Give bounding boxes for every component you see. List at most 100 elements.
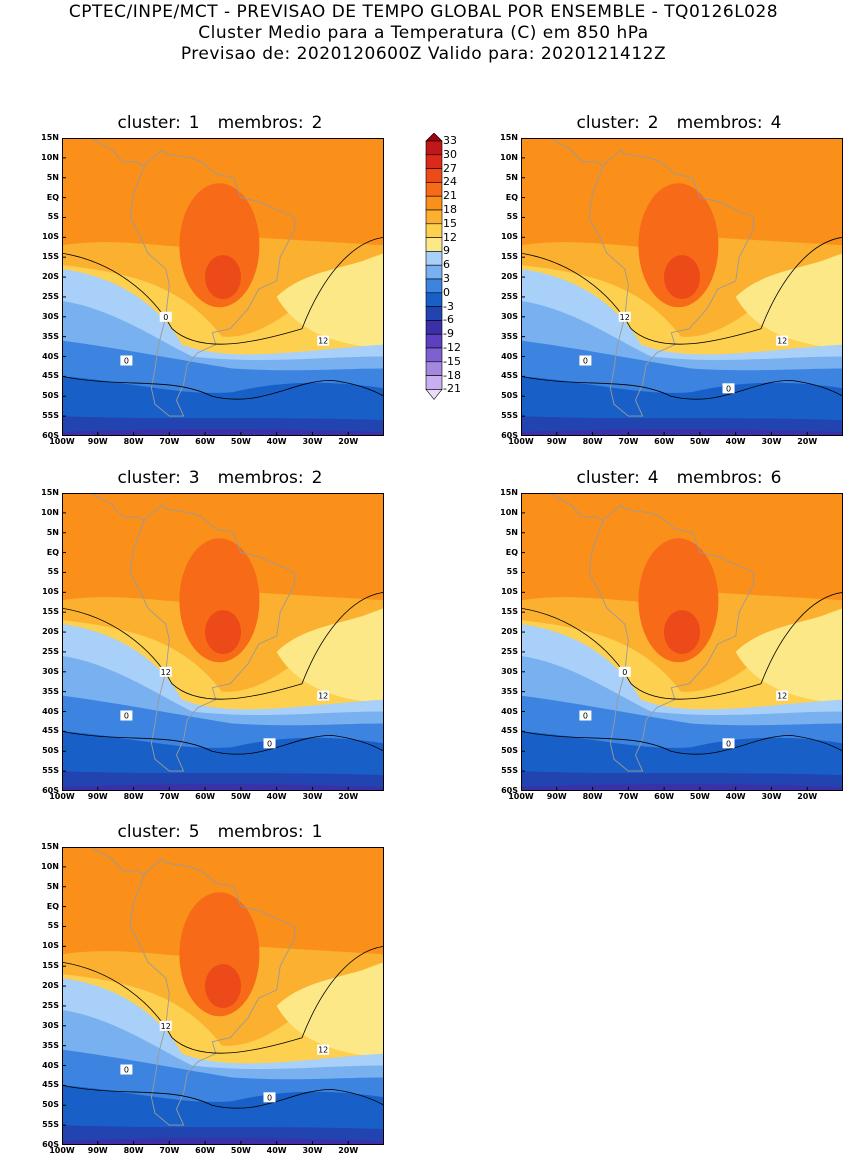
map-panel-1: 12 0 0 [62, 138, 384, 436]
lon-tick-label: 100W [49, 437, 75, 446]
lon-tick-label: 70W [159, 792, 180, 801]
south-america-outline [588, 504, 755, 772]
contour-label: 0 [263, 738, 276, 749]
lat-tick-label: 40S [42, 1060, 59, 1070]
colorbar-level-label: 9 [443, 244, 450, 258]
lat-tick-label: 5S [506, 212, 518, 222]
panel-title-members: 2 [311, 468, 323, 488]
lat-tick-label: EQ [46, 192, 59, 202]
lat-tick-label: 30S [42, 311, 59, 321]
lat-tick-label: 60S [501, 786, 518, 795]
lon-tick-label: 80W [582, 437, 603, 446]
lon-tick-label: 30W [761, 792, 782, 801]
panel-title: cluster: 3 membros: 2 [64, 468, 384, 488]
lon-tick-label: 60W [195, 437, 216, 446]
panel-title-cluster: 3 [188, 468, 200, 488]
lon-tick-label: 40W [725, 437, 746, 446]
lat-tick-label: 45S [501, 726, 518, 736]
lon-tick-label: 40W [266, 792, 287, 801]
lat-tick-label: 5N [46, 172, 59, 182]
contour-label-text: 0 [726, 739, 731, 748]
panel-title-cluster-label: cluster: [576, 113, 640, 133]
contour-0c [62, 376, 384, 400]
lon-tick-label: 20W [338, 792, 359, 801]
panel-title-members: 6 [770, 468, 782, 488]
colorbar-box [425, 347, 443, 363]
contour-label: 0 [120, 355, 133, 366]
lat-tick-label: 5S [47, 567, 59, 577]
contour-label: 12 [159, 1020, 172, 1031]
colorbar-level-label: 6 [443, 258, 450, 272]
lat-tick-label: 50S [42, 1100, 59, 1110]
lon-tick-label: 50W [230, 792, 251, 801]
panel-title: cluster: 5 membros: 1 [64, 822, 384, 842]
band-minus9c [521, 429, 843, 436]
colorbar-level-label: 0 [443, 285, 450, 299]
lat-tick-label: 60S [501, 431, 518, 440]
colorbar-level-label: -12 [443, 341, 461, 354]
lat-tick-label: 30S [42, 1020, 59, 1030]
lat-tick-label: 35S [42, 331, 59, 341]
lon-tick-label: 70W [618, 792, 639, 801]
lat-tick-label: 25S [42, 1000, 59, 1010]
panel-title-cluster-label: cluster: [117, 822, 181, 842]
lon-tick-label: 50W [230, 437, 251, 446]
lat-tick-label: 45S [42, 726, 59, 736]
lat-tick-label: 5S [506, 567, 518, 577]
panel-title-members: 4 [770, 113, 782, 133]
colorbar-level-label: -18 [443, 368, 461, 382]
colorbar-level-label: 15 [443, 216, 457, 230]
lon-tick-label: 100W [508, 792, 534, 801]
colorbar-box [425, 292, 443, 307]
central-america-outline [528, 493, 604, 522]
lon-tick-label: 80W [123, 437, 144, 446]
contour-label: 12 [317, 335, 330, 346]
lat-tick-label: 5N [46, 527, 59, 537]
contour-label-text: 0 [267, 1093, 272, 1102]
header-title-line2: Cluster Medio para a Temperatura (C) em … [198, 23, 649, 43]
lon-tick-label: 60W [195, 792, 216, 801]
contour-0c [521, 376, 843, 400]
lat-tick-label: 55S [42, 411, 59, 421]
lat-tick-label: 20S [42, 272, 59, 282]
lat-tick-label: 35S [42, 1040, 59, 1050]
lat-tick-label: 40S [501, 706, 518, 716]
lat-tick-label: 5S [47, 212, 59, 222]
lat-tick-label: 15N [41, 488, 59, 497]
colorbar [425, 133, 443, 400]
contour-0c [62, 1085, 384, 1109]
lat-tick-label: 15S [501, 252, 518, 262]
lat-tick-label: 15S [501, 607, 518, 617]
contour-label: 12 [776, 335, 789, 346]
contour-label-text: 12 [318, 692, 328, 701]
lat-tick-label: 30S [501, 666, 518, 676]
lat-tick-label: 15S [42, 961, 59, 971]
lat-tick-label: 15N [41, 842, 59, 851]
contour-label-text: 12 [777, 692, 787, 701]
panel-title-members-label: membros: [217, 113, 304, 133]
colorbar-box [425, 168, 443, 183]
lat-tick-label: 60S [42, 1140, 59, 1149]
band-minus9c [62, 429, 384, 436]
colorbar-box [425, 251, 443, 266]
lon-tick-label: 60W [654, 437, 675, 446]
lat-tick-label: 20S [501, 272, 518, 282]
panel-title-members-label: membros: [676, 113, 763, 133]
lat-tick-label: 15S [42, 607, 59, 617]
map-panel-3: 12 12 0 0 [62, 493, 384, 791]
lat-tick-label: 5N [505, 527, 518, 537]
panel-title-members-label: membros: [217, 468, 304, 488]
contour-label: 0 [722, 383, 735, 394]
lat-tick-label: 40S [42, 706, 59, 716]
lon-tick-label: 30W [302, 1146, 323, 1155]
lon-tick-label: 80W [123, 792, 144, 801]
lat-tick-label: 60S [42, 786, 59, 795]
lat-tick-label: EQ [505, 192, 518, 202]
map-frame [521, 138, 843, 436]
panel-title-members: 2 [311, 113, 323, 133]
colorbar-level-label: 30 [443, 147, 457, 161]
lon-tick-label: 70W [618, 437, 639, 446]
colorbar-level-label: 24 [443, 175, 457, 189]
contour-label: 0 [579, 710, 592, 721]
contour-12c [521, 591, 843, 700]
